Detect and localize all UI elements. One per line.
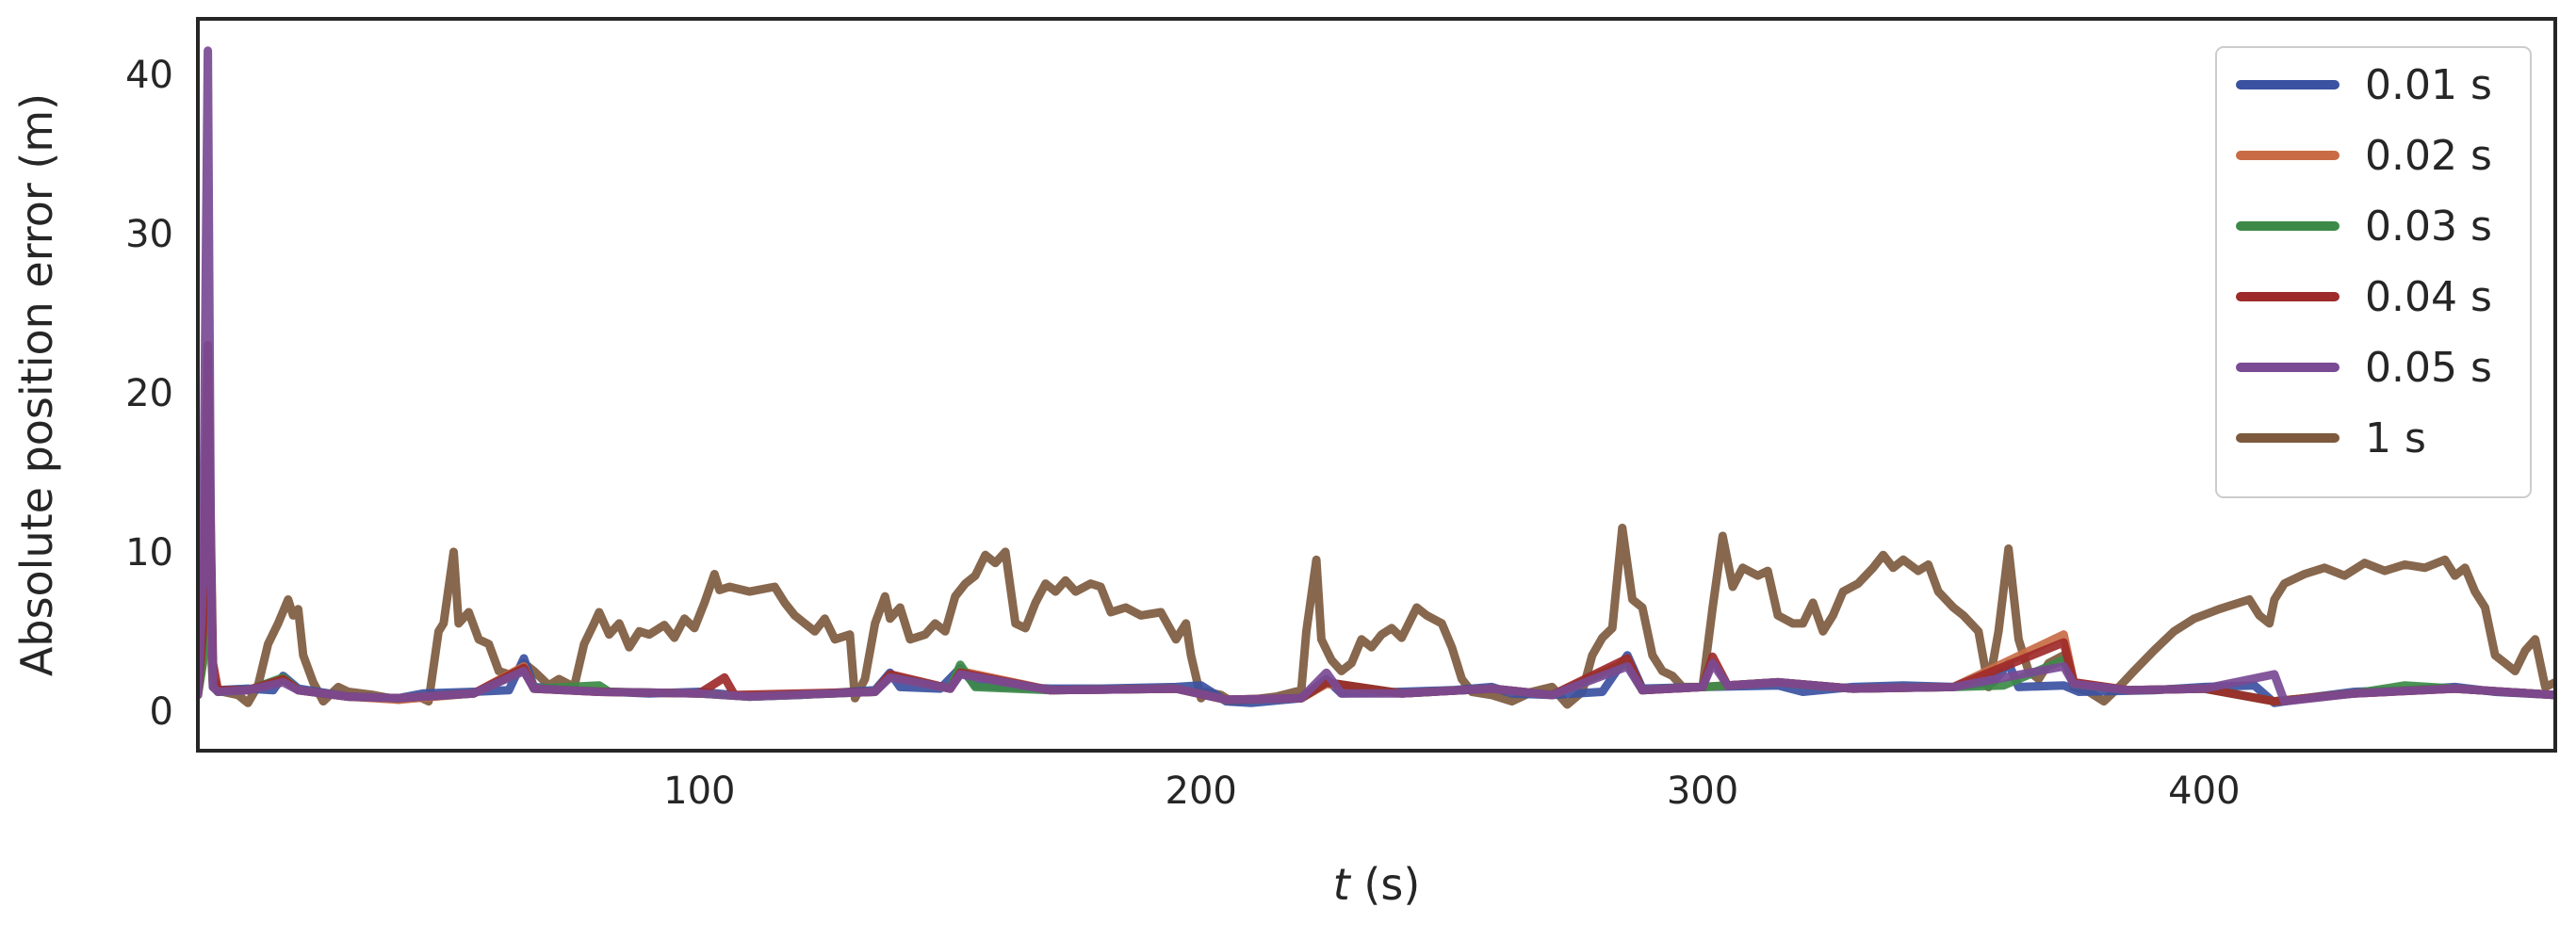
legend-label-4: 0.05 s (2365, 344, 2492, 392)
series-layer (198, 46, 2555, 709)
x-tick-label-0: 100 (663, 770, 735, 813)
legend-label-2: 0.03 s (2365, 203, 2492, 251)
x-tick-label-2: 300 (1667, 770, 1738, 813)
legend-label-0: 0.01 s (2365, 61, 2492, 109)
legend-label-1: 0.02 s (2365, 132, 2492, 180)
y-tick-label-4: 40 (125, 54, 173, 97)
x-axis-label: t (s) (1333, 859, 1421, 910)
y-tick-label-2: 20 (125, 372, 173, 415)
legend: 0.01 s 0.02 s 0.03 s 0.04 s 0.05 s 1 s (2215, 46, 2532, 498)
y-tick-label-0: 0 (150, 690, 173, 734)
series-line-4 (198, 46, 2555, 706)
y-axis-label: Absolute position error (m) (11, 93, 62, 676)
legend-label-3: 0.04 s (2365, 273, 2492, 321)
legend-label-5: 1 s (2365, 414, 2426, 462)
y-tick-label-1: 10 (125, 531, 173, 575)
y-tick-label-3: 30 (125, 213, 173, 256)
ticks-layer: 100 200 300 400 0 10 20 30 40 (125, 54, 2240, 813)
plot-frame (196, 17, 2557, 753)
x-tick-label-3: 400 (2168, 770, 2240, 813)
x-tick-label-1: 200 (1166, 770, 1237, 813)
